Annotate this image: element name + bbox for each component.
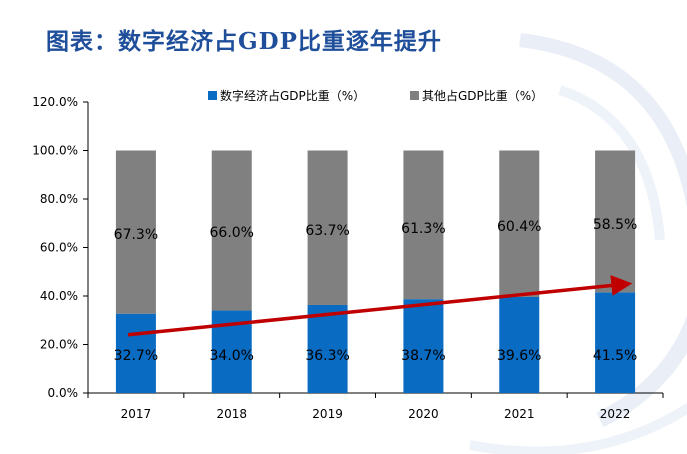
data-label-digital: 34.0%: [210, 348, 254, 364]
x-tick-label: 2022: [600, 407, 631, 421]
x-tick-label: 2018: [216, 407, 247, 421]
page-title: 图表：数字经济占GDP比重逐年提升: [46, 28, 442, 55]
legend-label-other: 其他占GDP比重（%）: [422, 88, 543, 103]
bar-digital-economy: [595, 292, 636, 393]
x-tick-label: 2017: [121, 407, 152, 421]
data-label-other: 66.0%: [210, 225, 254, 241]
data-label-digital: 41.5%: [593, 348, 637, 364]
data-label-digital: 32.7%: [114, 348, 158, 364]
data-label-digital: 38.7%: [401, 348, 445, 364]
y-tick-label: 120.0%: [32, 95, 78, 109]
data-label-other: 58.5%: [593, 217, 637, 233]
data-label-other: 67.3%: [114, 227, 158, 243]
bar-digital-economy: [307, 304, 348, 393]
y-tick-label: 80.0%: [40, 192, 78, 206]
x-tick-label: 2020: [408, 407, 439, 421]
legend-swatch-digital: [208, 91, 217, 100]
bar-digital-economy: [115, 313, 156, 393]
data-label-other: 60.4%: [497, 219, 541, 235]
bar-other: [307, 150, 348, 305]
data-label-other: 61.3%: [401, 221, 445, 237]
y-tick-label: 60.0%: [40, 241, 78, 255]
bar-other: [595, 150, 636, 293]
y-tick-label: 20.0%: [40, 338, 78, 352]
y-tick-label: 100.0%: [32, 144, 78, 158]
legend-label-digital: 数字经济占GDP比重（%）: [220, 88, 365, 103]
trend-arrow: [127, 275, 633, 337]
data-label-digital: 39.6%: [497, 348, 541, 364]
y-tick-label: 0.0%: [48, 386, 79, 400]
x-tick-label: 2021: [504, 407, 535, 421]
data-label-digital: 36.3%: [305, 348, 349, 364]
bar-other: [211, 150, 252, 311]
x-tick-label: 2019: [312, 407, 343, 421]
legend-swatch-other: [410, 91, 419, 100]
bar-other: [499, 150, 540, 297]
bar-digital-economy: [403, 299, 444, 393]
data-label-other: 63.7%: [305, 223, 349, 239]
bar-digital-economy: [499, 296, 540, 393]
bar-other: [115, 150, 156, 314]
bar-other: [403, 150, 444, 300]
y-tick-label: 40.0%: [40, 289, 78, 303]
